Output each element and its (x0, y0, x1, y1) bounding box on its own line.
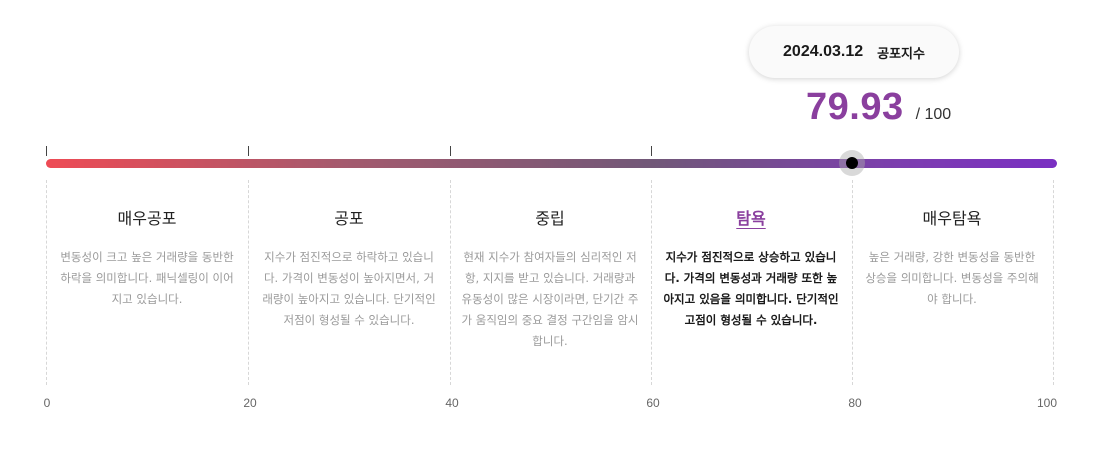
score-max: / 100 (915, 106, 952, 123)
divider (450, 180, 451, 385)
divider (1053, 180, 1054, 385)
range-desc: 변동성이 크고 높은 거래량을 동반한 하락을 의미합니다. 패닉셀링이 이어지… (60, 250, 234, 306)
range-desc-active: 지수가 점진적으로 상승하고 있습니다. 가격의 변동성과 거래량 또한 높아지… (663, 250, 839, 327)
range-title-active[interactable]: 탐욕 (736, 209, 766, 228)
range-greed: 탐욕 지수가 점진적으로 상승하고 있습니다. 가격의 변동성과 거래량 또한 … (661, 205, 841, 331)
marker-dot[interactable] (846, 157, 858, 169)
range-neutral: 중립 현재 지수가 참여자들의 심리적인 저항, 지지를 받고 있습니다. 거래… (460, 205, 640, 352)
axis-label: 80 (848, 396, 862, 410)
range-desc: 높은 거래량, 강한 변동성을 동반한 상승을 의미합니다. 변동성을 주의해야… (865, 250, 1039, 306)
bar-tick (248, 146, 249, 156)
axis-label: 20 (243, 396, 257, 410)
tooltip-label: 공포지수 (877, 46, 925, 62)
divider (852, 180, 853, 385)
range-title: 중립 (535, 209, 565, 228)
range-title: 공포 (334, 209, 364, 228)
score-value: 79.93 (806, 86, 904, 128)
date-tooltip: 2024.03.12 공포지수 (749, 26, 959, 78)
bar-tick (450, 146, 451, 156)
divider (46, 180, 47, 385)
divider (248, 180, 249, 385)
range-title: 매우탐욕 (922, 209, 982, 228)
range-desc: 현재 지수가 참여자들의 심리적인 저항, 지지를 받고 있습니다. 거래량과 … (461, 250, 639, 348)
axis-label: 40 (445, 396, 459, 410)
axis-label: 60 (646, 396, 660, 410)
bar-tick (46, 146, 47, 156)
range-very-fear: 매우공포 변동성이 크고 높은 거래량을 동반한 하락을 의미합니다. 패닉셀링… (57, 205, 237, 310)
axis-label: 0 (43, 396, 51, 410)
divider (651, 180, 652, 385)
range-desc: 지수가 점진적으로 하락하고 있습니다. 가격이 변동성이 높아지면서, 거래량… (262, 250, 436, 327)
bar-tick (651, 146, 652, 156)
gradient-bar (46, 159, 1057, 168)
range-title: 매우공포 (117, 209, 177, 228)
tooltip-date: 2024.03.12 (783, 43, 864, 60)
range-fear: 공포 지수가 점진적으로 하락하고 있습니다. 가격이 변동성이 높아지면서, … (259, 205, 439, 331)
score-display: 79.93 / 100 (806, 86, 951, 134)
axis-label: 100 (1036, 396, 1058, 410)
range-very-greed: 매우탐욕 높은 거래량, 강한 변동성을 동반한 상승을 의미합니다. 변동성을… (862, 205, 1042, 310)
